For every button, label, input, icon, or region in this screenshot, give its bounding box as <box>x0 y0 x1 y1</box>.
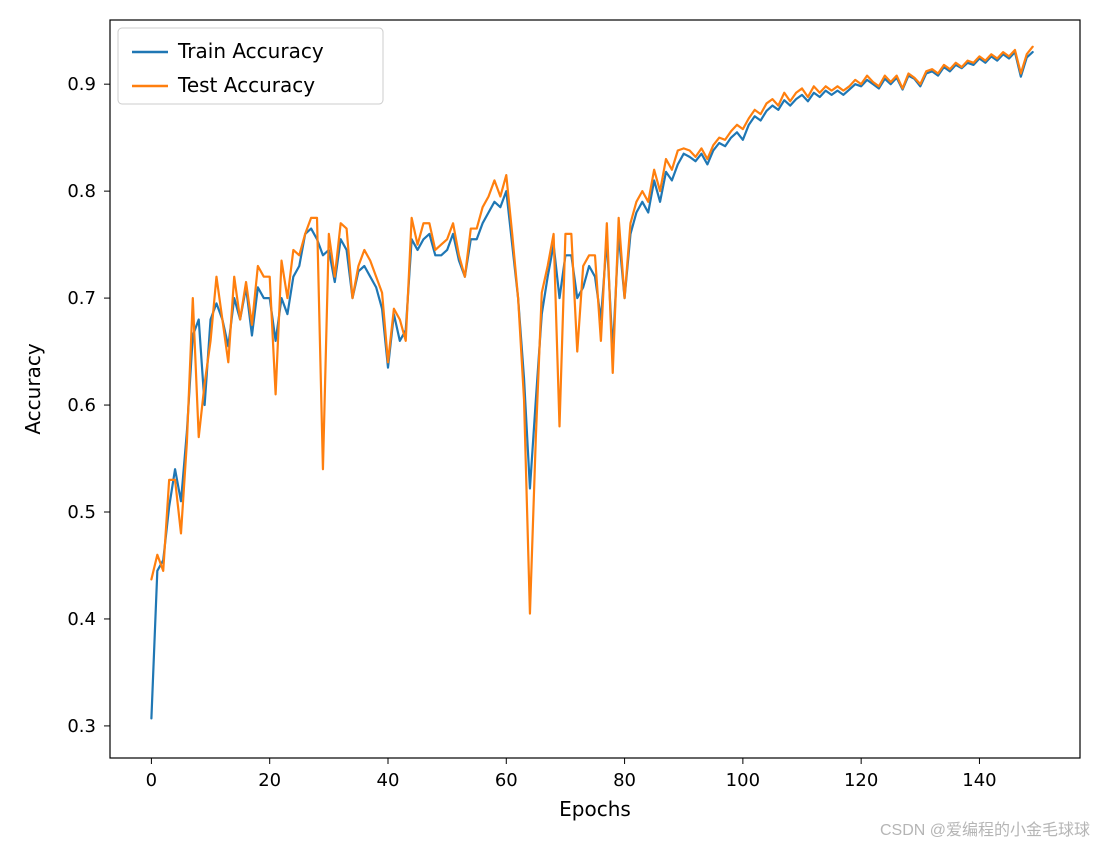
legend-label: Test Accuracy <box>177 73 315 97</box>
x-axis-label: Epochs <box>559 797 631 821</box>
y-tick-label: 0.7 <box>67 288 96 309</box>
watermark-text: CSDN @爱编程的小金毛球球 <box>880 816 1090 840</box>
x-tick-label: 120 <box>844 770 878 791</box>
y-tick-label: 0.4 <box>67 609 96 630</box>
x-tick-label: 80 <box>613 770 636 791</box>
x-tick-label: 140 <box>962 770 996 791</box>
accuracy-line-chart: 0 20 40 60 80 100 120 140 0.3 0.4 0.5 0.6 0.7 0.8 0.9 E… <box>0 0 1108 844</box>
y-tick-label: 0.5 <box>67 502 96 523</box>
y-axis-label: Accuracy <box>21 343 45 434</box>
x-tick-label: 60 <box>495 770 518 791</box>
x-tick-label: 20 <box>258 770 281 791</box>
x-tick-label: 40 <box>377 770 400 791</box>
y-tick-label: 0.3 <box>67 716 96 737</box>
x-tick-label: 100 <box>726 770 760 791</box>
y-tick-label: 0.9 <box>67 74 96 95</box>
y-tick-label: 0.8 <box>67 181 96 202</box>
x-tick-label: 0 <box>146 770 157 791</box>
legend-label: Train Accuracy <box>177 39 324 63</box>
y-tick-label: 0.6 <box>67 395 96 416</box>
